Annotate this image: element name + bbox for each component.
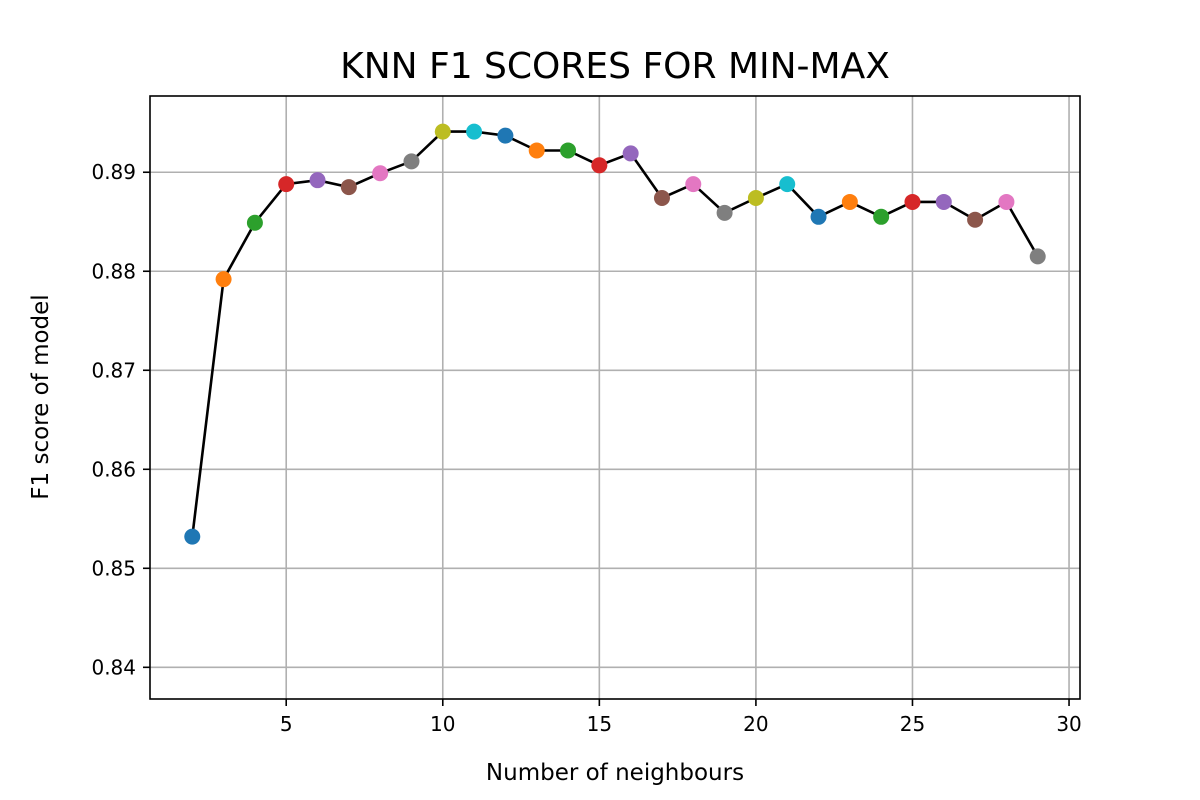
data-point [873,208,890,225]
grid-layer [150,96,1080,699]
point-layer [184,123,1046,545]
data-point [998,193,1015,210]
x-tick-label: 5 [280,712,293,736]
series-line [191,130,1039,537]
data-point [967,211,984,228]
data-point [497,127,514,144]
data-point [810,208,827,225]
y-tick-label: 0.85 [91,556,136,580]
y-tick-label: 0.89 [91,160,136,184]
data-point [528,142,545,159]
data-point [309,172,326,189]
x-tick-label: 15 [587,712,612,736]
plot-frame [149,95,1081,700]
x-tick-label: 30 [1056,712,1081,736]
y-axis-label: F1 score of model [28,294,54,499]
y-tick-label: 0.84 [91,655,136,679]
data-point [215,271,232,288]
data-point [434,123,451,140]
data-point [716,204,733,221]
tick-layer: 5 10 15 20 25 30 0.84 0.85 0.86 0.87 0.88 0.89 [91,160,1081,736]
data-point [184,528,201,545]
data-point [340,179,357,196]
data-point [779,176,796,193]
x-tick-label: 25 [900,712,925,736]
data-point [278,176,295,193]
chart-title: KNN F1 SCORES FOR MIN-MAX [340,46,890,87]
data-point [372,165,389,182]
x-tick-label: 20 [743,712,768,736]
data-point [403,153,420,170]
data-point [466,123,483,140]
data-point [246,214,263,231]
data-point [841,193,858,210]
data-point [560,142,577,159]
y-tick-label: 0.87 [91,358,136,382]
data-point [747,189,764,206]
data-point [591,157,608,174]
data-point [685,176,702,193]
data-point [653,189,670,206]
y-tick-label: 0.88 [91,259,136,283]
data-point [622,145,639,162]
data-point [904,193,921,210]
x-axis-label: Number of neighbours [486,760,744,786]
data-point [935,193,952,210]
y-tick-label: 0.86 [91,457,136,481]
x-tick-label: 10 [430,712,455,736]
data-point [1029,248,1046,265]
